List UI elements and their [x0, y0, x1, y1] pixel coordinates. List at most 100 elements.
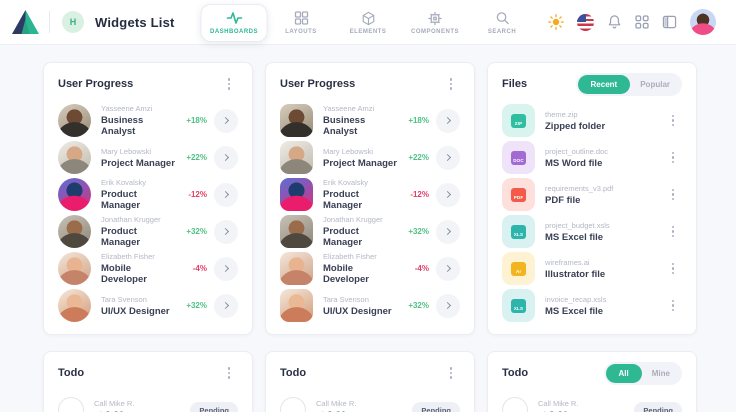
file-name: wireframes.ai — [545, 257, 590, 267]
chevron-right-button[interactable] — [436, 145, 460, 170]
app-logo-icon[interactable] — [12, 10, 39, 34]
theme-sun-icon[interactable] — [548, 14, 564, 30]
chevron-right-button[interactable] — [436, 256, 460, 281]
card-title: User Progress — [280, 78, 356, 90]
user-row: Jonathan Krugger Product Manager +32% — [280, 213, 460, 250]
user-progress-card-1: User Progress Yasseene Amzi Business Anal… — [43, 62, 253, 335]
user-row: Mary Lebowski Project Manager +22% — [58, 139, 238, 176]
chevron-right-button[interactable] — [436, 219, 460, 244]
file-type: MS Excel file — [545, 305, 604, 317]
user-row: Erik Kovalsky Product Manager -12% — [280, 176, 460, 213]
nav-elements[interactable]: ELEMENTS — [335, 6, 402, 40]
kebab-menu-icon[interactable] — [664, 223, 682, 241]
nav-dashboards-label: DASHBOARDS — [209, 28, 258, 35]
status-badge: Pending — [634, 401, 682, 412]
kebab-menu-icon[interactable] — [220, 75, 238, 93]
tab-mine[interactable]: Mine — [642, 365, 680, 382]
chevron-right-button[interactable] — [214, 182, 238, 207]
progress-change: -12% — [410, 190, 429, 199]
nav-dashboards[interactable]: DASHBOARDS — [200, 3, 268, 42]
chevron-right-button[interactable] — [214, 219, 238, 244]
user-name: Elizabeth Fisher — [323, 252, 377, 261]
nav-elements-label: ELEMENTS — [349, 28, 387, 35]
files-card: Files Recent Popular ZIP theme.zip Zipped… — [487, 62, 697, 335]
kebab-menu-icon[interactable] — [664, 186, 682, 204]
activity-icon — [226, 11, 242, 26]
chevron-right-button[interactable] — [436, 108, 460, 133]
header-actions — [548, 9, 716, 35]
tab-popular[interactable]: Popular — [630, 76, 680, 93]
chevron-right-button[interactable] — [436, 182, 460, 207]
tab-recent[interactable]: Recent — [577, 74, 631, 94]
kebab-menu-icon[interactable] — [220, 364, 238, 382]
progress-change: +32% — [408, 227, 429, 236]
xls-file-icon: XLS — [502, 215, 535, 248]
file-name: project_outline.doc — [545, 146, 608, 156]
user-name: Yasseene Amzi — [101, 104, 153, 113]
avatar — [58, 252, 91, 285]
user-name: Elizabeth Fisher — [101, 252, 155, 261]
sidebar-toggle-icon[interactable] — [662, 15, 677, 29]
todo-checkbox[interactable] — [502, 397, 528, 412]
avatar — [280, 141, 313, 174]
status-badge: Pending — [412, 401, 460, 412]
file-type: Illustrator file — [545, 268, 606, 280]
apps-grid-icon[interactable] — [635, 15, 649, 29]
chevron-right-button[interactable] — [214, 293, 238, 318]
user-role: UI/UX Designer — [323, 305, 392, 317]
todo-checkbox[interactable] — [58, 397, 84, 412]
user-name: Erik Kovalsky — [323, 178, 369, 187]
user-name: Yasseene Amzi — [323, 104, 375, 113]
user-name: Mary Lebowski — [101, 146, 152, 156]
todo-time: at 8:30am — [94, 410, 190, 412]
user-role: Project Manager — [101, 157, 175, 169]
card-title: Todo — [502, 367, 529, 379]
file-type: PDF file — [545, 194, 581, 206]
chevron-right-button[interactable] — [214, 256, 238, 281]
file-name: requirements_v3.pdf — [545, 183, 614, 193]
user-role: Project Manager — [323, 157, 397, 169]
nav-components[interactable]: COMPONENTS — [402, 6, 469, 40]
chevron-right-button[interactable] — [436, 293, 460, 318]
user-name: Tara Svenson — [323, 294, 369, 304]
kebab-menu-icon[interactable] — [664, 149, 682, 167]
language-flag-icon[interactable] — [577, 13, 594, 31]
user-role: Mobile Developer — [101, 263, 147, 285]
todo-checkbox[interactable] — [280, 397, 306, 412]
workspace-badge[interactable]: H — [62, 11, 84, 33]
todo-item: Call Mike R. at 8:30am Pending — [280, 391, 460, 412]
doc-file-icon: DOC — [502, 141, 535, 174]
card-title: Todo — [58, 367, 85, 379]
notifications-bell-icon[interactable] — [607, 14, 622, 30]
header-divider — [49, 11, 50, 33]
kebab-menu-icon[interactable] — [664, 260, 682, 278]
avatar — [280, 104, 313, 137]
user-name: Jonathan Krugger — [323, 215, 383, 224]
kebab-menu-icon[interactable] — [664, 112, 682, 130]
kebab-menu-icon[interactable] — [664, 297, 682, 315]
user-name: Jonathan Krugger — [101, 215, 161, 224]
search-icon — [495, 11, 509, 26]
tab-all[interactable]: All — [605, 363, 642, 383]
nav-components-label: COMPONENTS — [410, 28, 459, 35]
file-row: ZIP theme.zip Zipped folder — [502, 102, 682, 139]
todo-card-1: Todo Call Mike R. at 8:30am Pending — [43, 351, 253, 412]
kebab-menu-icon[interactable] — [442, 75, 460, 93]
todo-item: Call Mike R. at 8:30am Pending — [502, 391, 682, 412]
nav-layouts[interactable]: LAYOUTS — [268, 6, 335, 40]
user-role: Product Manager — [101, 226, 141, 248]
card-title: Todo — [280, 367, 307, 379]
nav-layouts-label: LAYOUTS — [285, 28, 317, 35]
nav-search[interactable]: SEARCH — [469, 6, 536, 40]
widgets-grid: User Progress Yasseene Amzi Business Anal… — [0, 45, 736, 412]
file-row: DOC project_outline.doc MS Word file — [502, 139, 682, 176]
chevron-right-button[interactable] — [214, 145, 238, 170]
chevron-right-button[interactable] — [214, 108, 238, 133]
cube-icon — [361, 11, 375, 26]
todo-task: Call Mike R. — [538, 399, 579, 408]
file-name: project_budget.xsls — [545, 220, 610, 230]
file-row: XLS project_budget.xsls MS Excel file — [502, 213, 682, 250]
kebab-menu-icon[interactable] — [442, 364, 460, 382]
user-avatar[interactable] — [690, 9, 716, 35]
progress-change: +32% — [186, 301, 207, 310]
